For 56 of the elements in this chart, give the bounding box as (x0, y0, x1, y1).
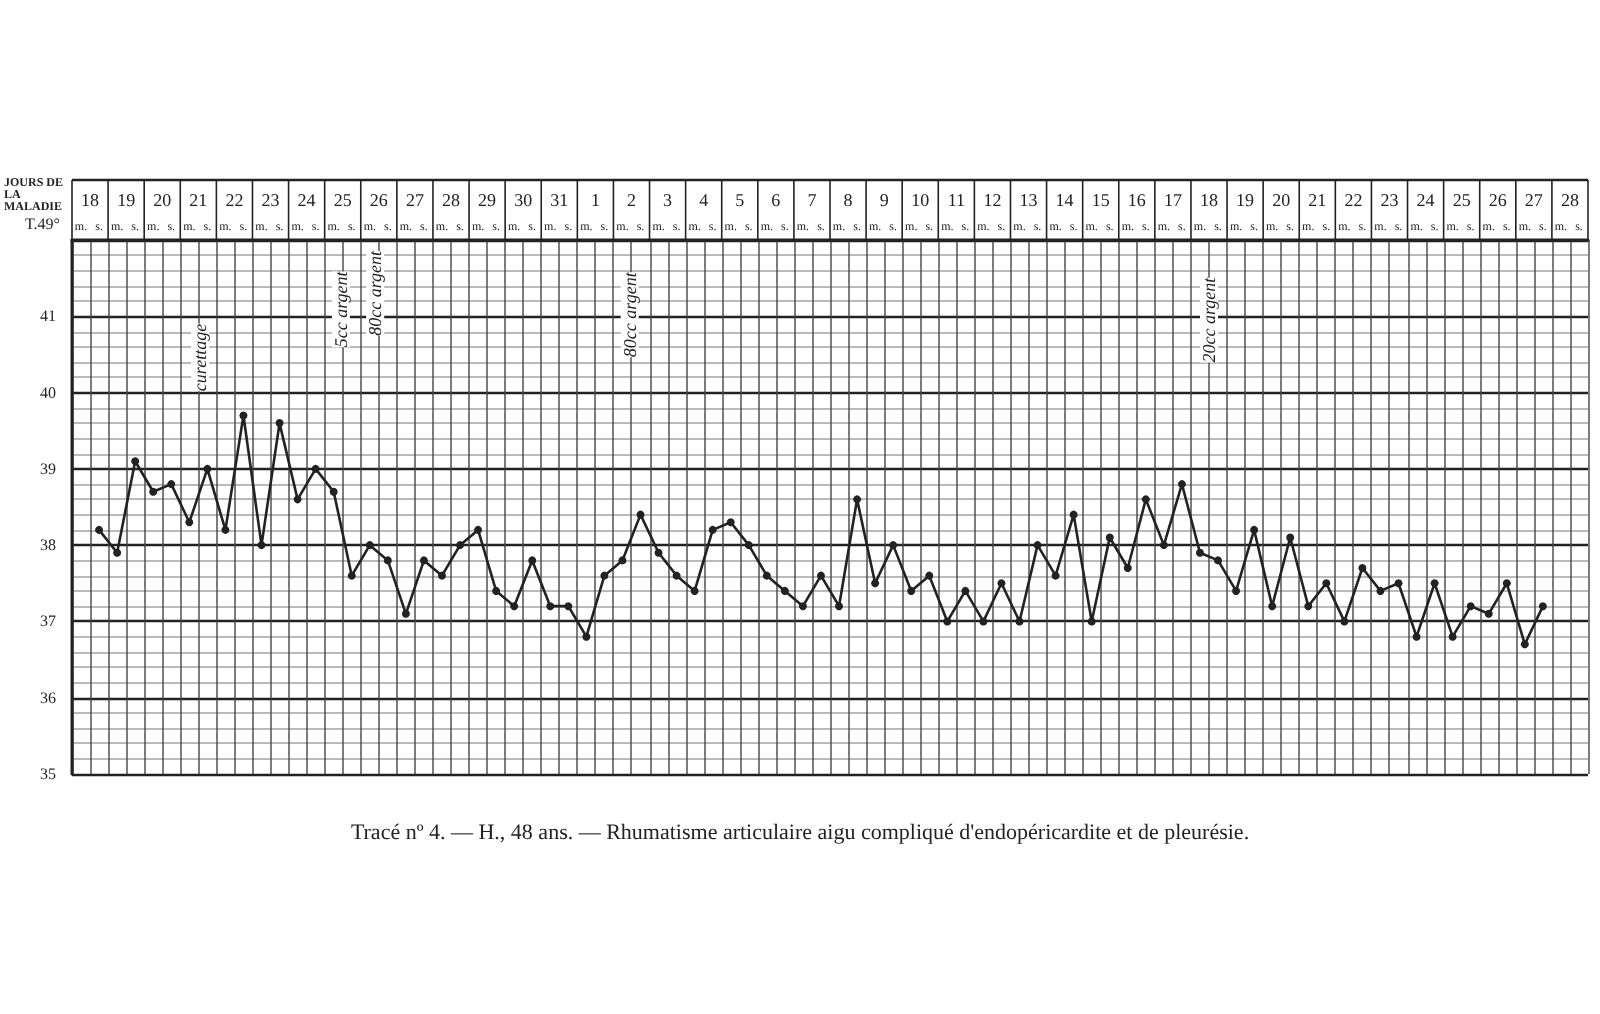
text: 25 (333, 190, 353, 210)
text: 20 (153, 190, 173, 210)
y-tick-label: 41 (40, 307, 56, 326)
text: 20 (1272, 190, 1292, 210)
text: 18 (81, 190, 101, 210)
text: 2 (626, 190, 636, 210)
text: 31 (550, 190, 569, 210)
text: 8 (843, 190, 854, 210)
text: 23 (1380, 190, 1400, 210)
text: 15 (1091, 190, 1111, 210)
text: 27 (405, 190, 425, 210)
text: 21 (1308, 190, 1327, 210)
text: 16 (1127, 190, 1147, 210)
text: 3 (663, 190, 674, 210)
text: 17 (1163, 190, 1183, 210)
text: 7 (807, 190, 818, 210)
y-tick-label: 38 (40, 536, 56, 555)
text: 26 (1488, 190, 1508, 210)
text: 27 (1524, 190, 1544, 210)
text: 9 (879, 190, 890, 210)
y-tick-label: 39 (40, 459, 56, 478)
text: Tracé nº 4. — H., 48 ans. — Rhumatisme articulaire aigu compliqué d'endopéricardite et de pleurésie. (350, 821, 1250, 845)
text: 24 (1416, 190, 1436, 210)
y-tick-label: 37 (40, 612, 56, 631)
text: 29 (478, 190, 498, 210)
text: 4 (699, 190, 710, 210)
annotation: 80cc argent (619, 271, 640, 358)
text: 30 (514, 190, 534, 210)
text: 14 (1055, 190, 1075, 210)
text: 11 (947, 190, 966, 210)
text: 28 (442, 190, 461, 210)
text: 6 (771, 190, 782, 210)
text: 22 (225, 190, 244, 210)
y-tick-label: 40 (40, 383, 56, 402)
annotation: 80cc argent (365, 250, 386, 336)
text: 22 (1344, 190, 1363, 210)
text: 24 (297, 190, 317, 210)
annotation: 20cc argent (1199, 276, 1219, 363)
text: 23 (261, 190, 281, 210)
text: 10 (911, 190, 931, 210)
text: 21 (189, 190, 208, 210)
text: 5 (735, 190, 746, 210)
y-axis-title: T.49° (25, 215, 60, 233)
text: 19 (117, 190, 137, 210)
y-tick-label: 36 (40, 688, 56, 707)
text: 13 (1019, 190, 1039, 210)
text: 19 (1236, 190, 1256, 210)
text: 28 (1560, 190, 1580, 210)
annotation: curettage (190, 323, 211, 392)
text: 25 (1452, 190, 1472, 210)
annotation: 5cc argent (330, 270, 351, 348)
text: 18 (1200, 190, 1219, 210)
y-tick-label: 35 (40, 765, 56, 783)
text: 1 (590, 190, 600, 210)
text: 26 (369, 190, 389, 210)
text: 12 (983, 190, 1002, 210)
